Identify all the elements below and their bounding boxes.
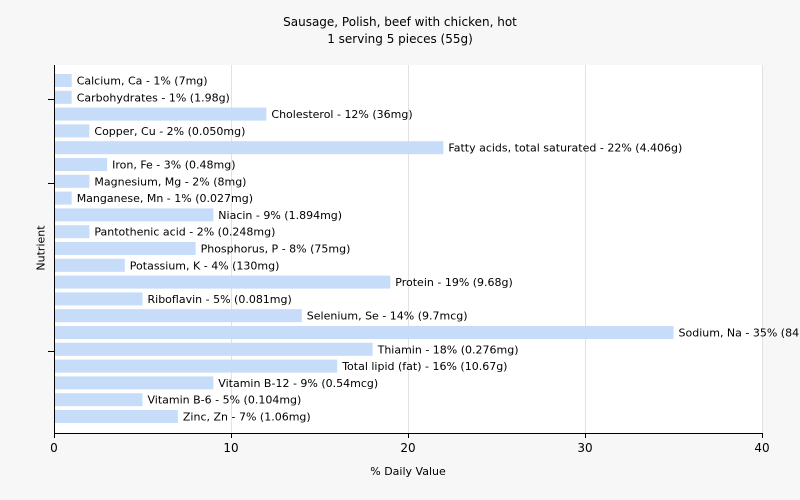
bar-label: Total lipid (fat) - 16% (10.67g): [341, 360, 507, 373]
bar: [55, 158, 108, 171]
bar: [55, 359, 338, 373]
chart-subtitle: 1 serving 5 pieces (55g): [327, 32, 473, 46]
bar-label: Niacin - 9% (1.894mg): [218, 209, 342, 222]
bar: [55, 242, 196, 255]
bar: [55, 124, 90, 138]
x-axis-label: % Daily Value: [370, 465, 446, 478]
bar-label: Potassium, K - 4% (130mg): [130, 259, 280, 272]
bar: [55, 376, 214, 390]
bar-label: Thiamin - 18% (0.276mg): [377, 343, 519, 356]
bar: [55, 191, 72, 205]
bar-label: Protein - 19% (9.68g): [395, 276, 513, 289]
bar: [55, 326, 674, 339]
bar-label: Carbohydrates - 1% (1.98g): [77, 91, 230, 104]
bar: [55, 258, 125, 272]
chart-title: Sausage, Polish, beef with chicken, hot: [283, 15, 517, 29]
bar-label: Cholesterol - 12% (36mg): [271, 108, 412, 121]
bar-label: Vitamin B-12 - 9% (0.54mcg): [218, 377, 378, 390]
bar: [55, 74, 72, 87]
bar: [55, 393, 143, 407]
bar-label: Selenium, Se - 14% (9.7mcg): [307, 310, 468, 323]
bar-label: Magnesium, Mg - 2% (8mg): [94, 175, 246, 188]
bar: [55, 342, 373, 356]
bar: [55, 107, 267, 121]
x-tick-label: 0: [50, 441, 58, 455]
bar: [55, 410, 178, 423]
bar: [55, 90, 72, 104]
bar: [55, 275, 391, 289]
bar: [55, 174, 90, 188]
bar-label: Calcium, Ca - 1% (7mg): [77, 75, 208, 88]
bar-label: Vitamin B-6 - 5% (0.104mg): [148, 394, 302, 407]
bar-label: Riboflavin - 5% (0.081mg): [148, 293, 292, 306]
x-tick-label: 10: [223, 441, 238, 455]
bar: [55, 309, 302, 323]
bar-label: Zinc, Zn - 7% (1.06mg): [183, 411, 311, 424]
x-tick-label: 40: [754, 441, 769, 455]
bar-label: Sodium, Na - 35% (847mg): [679, 327, 800, 340]
y-axis-label: Nutrient: [34, 225, 48, 271]
bar: [55, 225, 90, 239]
bar: [55, 208, 214, 222]
bar: [55, 141, 444, 155]
bar-label: Pantothenic acid - 2% (0.248mg): [94, 226, 275, 239]
bar-label: Copper, Cu - 2% (0.050mg): [94, 125, 245, 138]
x-tick-label: 20: [400, 441, 415, 455]
bar-label: Fatty acids, total saturated - 22% (4.40…: [448, 142, 682, 155]
bar-label: Manganese, Mn - 1% (0.027mg): [77, 192, 253, 205]
x-tick-label: 30: [577, 441, 592, 455]
bar: [55, 292, 143, 306]
bar-label: Phosphorus, P - 8% (75mg): [201, 243, 351, 256]
bar-label: Iron, Fe - 3% (0.48mg): [112, 159, 235, 172]
